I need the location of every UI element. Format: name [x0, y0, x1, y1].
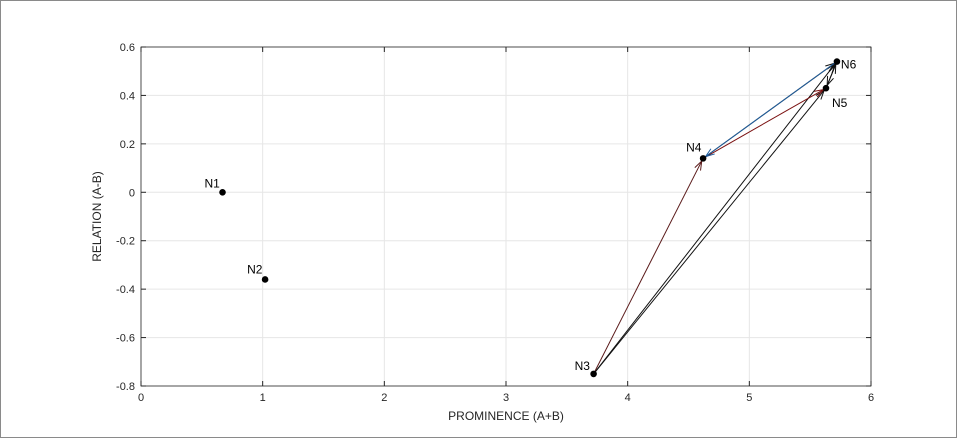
arrow-n3-n5 — [593, 89, 826, 375]
y-tick-label: 0 — [129, 187, 135, 199]
x-tick-label: 3 — [503, 392, 509, 404]
point-n1 — [219, 188, 226, 196]
point-label-n3: N3 — [575, 359, 591, 373]
point-label-n5: N5 — [832, 96, 848, 110]
point-n3 — [590, 370, 597, 378]
point-n4 — [699, 155, 707, 162]
point-n6 — [833, 58, 841, 65]
point-label-n2: N2 — [247, 262, 263, 276]
grid-lines — [140, 46, 872, 387]
point-n5 — [822, 84, 830, 92]
point-label-n4: N4 — [686, 140, 702, 154]
y-axis-label: RELATION (A-B) — [90, 171, 104, 261]
point-n2 — [261, 276, 269, 283]
x-tick-label: 0 — [138, 392, 144, 404]
y-tick-label: 0.4 — [120, 90, 135, 102]
arrows — [593, 61, 838, 375]
point-label-n1: N1 — [205, 176, 221, 190]
arrow-n6-n4 — [704, 61, 838, 158]
y-tick-label: 0.2 — [120, 139, 135, 151]
points: N1 N2 N3 N4 N5 N6 — [205, 58, 857, 378]
axis-ticks: 0 1 2 3 4 5 6 -0.8 -0.6 -0.4 -0.2 0 0.2 0.4 0.6 — [116, 42, 874, 404]
arrow-n4-n5 — [702, 88, 825, 159]
x-tick-label: 2 — [381, 392, 387, 404]
arrow-n3-n6 — [593, 62, 837, 375]
arrow-n3-n4 — [593, 159, 703, 375]
x-axis-label: PROMINENCE (A+B) — [448, 409, 564, 423]
y-tick-label: -0.4 — [116, 284, 135, 296]
x-tick-label: 6 — [868, 392, 874, 404]
x-tick-label: 1 — [260, 392, 266, 404]
y-tick-label: -0.8 — [116, 381, 135, 393]
y-tick-label: 0.6 — [120, 42, 135, 54]
y-tick-label: -0.2 — [116, 236, 135, 248]
x-tick-label: 5 — [746, 392, 752, 404]
y-tick-label: -0.6 — [116, 333, 135, 345]
point-label-n6: N6 — [841, 58, 857, 72]
x-tick-label: 4 — [625, 392, 631, 404]
